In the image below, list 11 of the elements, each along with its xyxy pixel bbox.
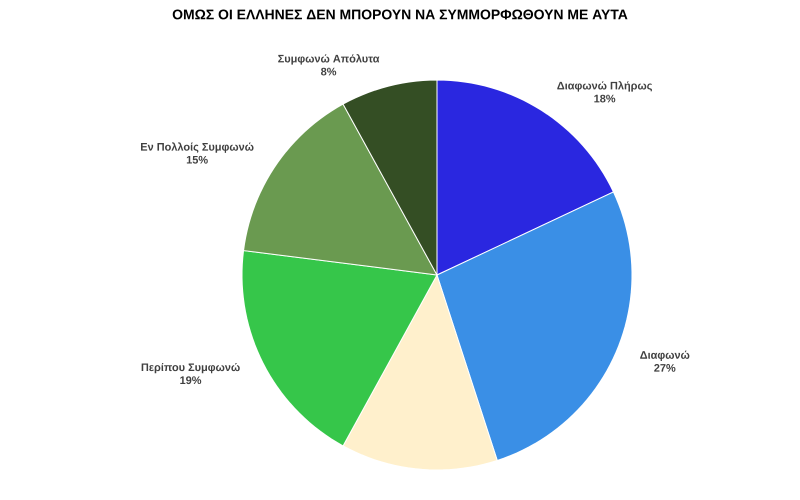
slice-label: Διαφωνώ Πλήρως: [557, 81, 652, 92]
data-label: 27%: [654, 364, 676, 372]
slice-label: Συμφωνώ Απόλυτα: [278, 54, 380, 65]
slice-label: Εν Πολλοίς Συμφωνώ: [141, 142, 254, 153]
data-label: 18%: [594, 94, 616, 102]
slice-label: Διαφωνώ: [640, 350, 690, 361]
data-label: 19%: [180, 376, 202, 384]
slice-label: Περίπου Συμφωνώ: [142, 362, 240, 374]
data-label: 8%: [321, 68, 336, 76]
data-label: 15%: [186, 156, 208, 164]
chart-title: ΟΜΩΣ ΟΙ ΕΛΛΗΝΕΣ ΔΕΝ ΜΠΟΡΟΥΝ ΝΑ ΣΥΜΜΟΡΦΩΘΟΥΝ ΜΕ ΑΥΤΑ: [172, 10, 628, 20]
